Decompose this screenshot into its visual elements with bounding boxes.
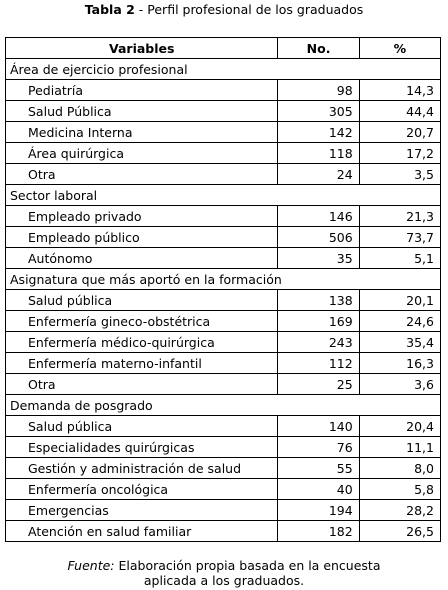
row-label: Gestión y administración de salud	[4, 457, 279, 479]
row-label: Especialidades quirúrgicas	[4, 436, 279, 458]
row-label: Salud pública	[4, 289, 279, 311]
row-percent: 24,6	[358, 310, 442, 332]
row-count: 98	[277, 79, 360, 101]
row-percent: 5,8	[358, 478, 442, 500]
row-percent: 20,4	[358, 415, 442, 437]
row-count: 194	[277, 499, 360, 521]
row-count: 55	[277, 457, 360, 479]
group-title: Sector laboral	[5, 184, 441, 206]
table-row: Enfermería gineco-obstétrica 169 24,6	[4, 310, 442, 332]
group-title: Asignatura que más aportó en la formació…	[5, 268, 441, 290]
group-title: Demanda de posgrado	[5, 394, 441, 416]
table-source: Fuente: Elaboración propia basada en la …	[0, 558, 448, 588]
row-percent: 73,7	[358, 226, 442, 248]
group-title: Área de ejercicio profesional	[5, 58, 441, 80]
row-percent: 44,4	[358, 100, 442, 122]
row-label: Otra	[4, 163, 279, 185]
table-row: Emergencias 194 28,2	[4, 499, 442, 521]
row-percent: 35,4	[358, 331, 442, 353]
row-percent: 20,1	[358, 289, 442, 311]
caption-label: Tabla 2	[84, 2, 135, 17]
table-row: Enfermería médico-quirúrgica 243 35,4	[4, 331, 442, 353]
row-percent: 16,3	[358, 352, 442, 374]
row-count: 118	[277, 142, 360, 164]
table-row: Enfermería oncológica 40 5,8	[4, 478, 442, 500]
row-label: Enfermería médico-quirúrgica	[4, 331, 279, 353]
row-count: 140	[277, 415, 360, 437]
row-label: Enfermería oncológica	[4, 478, 279, 500]
table-row: Pediatría 98 14,3	[4, 79, 442, 101]
table-row: Enfermería materno-infantil 112 16,3	[4, 352, 442, 374]
source-line-1: Fuente: Elaboración propia basada en la …	[0, 558, 448, 573]
group-row: Área de ejercicio profesional	[5, 58, 441, 80]
table-row: Medicina Interna 142 20,7	[4, 121, 442, 143]
table-row: Otra 25 3,6	[4, 373, 442, 395]
header-count: No.	[277, 37, 360, 59]
table-row: Especialidades quirúrgicas 76 11,1	[4, 436, 442, 458]
table-row: Autónomo 35 5,1	[4, 247, 442, 269]
row-percent: 20,7	[358, 121, 442, 143]
row-count: 506	[277, 226, 360, 248]
row-label: Salud pública	[4, 415, 279, 437]
table-row: Salud Pública 305 44,4	[4, 100, 442, 122]
table-row: Otra 24 3,5	[4, 163, 442, 185]
row-percent: 26,5	[358, 520, 442, 542]
table-row: Área quirúrgica 118 17,2	[4, 142, 442, 164]
row-label: Autónomo	[4, 247, 279, 269]
row-count: 146	[277, 205, 360, 227]
row-percent: 14,3	[358, 79, 442, 101]
row-percent: 3,5	[358, 163, 442, 185]
row-label: Área quirúrgica	[4, 142, 279, 164]
row-label: Otra	[4, 373, 279, 395]
row-count: 76	[277, 436, 360, 458]
row-count: 169	[277, 310, 360, 332]
table-row: Salud pública 140 20,4	[4, 415, 442, 437]
row-label: Pediatría	[4, 79, 279, 101]
table-header-row: Variables No. %	[4, 37, 442, 59]
row-percent: 11,1	[358, 436, 442, 458]
table-row: Salud pública 138 20,1	[4, 289, 442, 311]
row-percent: 5,1	[358, 247, 442, 269]
row-count: 25	[277, 373, 360, 395]
group-row: Asignatura que más aportó en la formació…	[5, 268, 441, 290]
table-row: Empleado público 506 73,7	[4, 226, 442, 248]
row-percent: 3,6	[358, 373, 442, 395]
row-percent: 28,2	[358, 499, 442, 521]
row-count: 243	[277, 331, 360, 353]
row-label: Empleado privado	[4, 205, 279, 227]
row-count: 24	[277, 163, 360, 185]
table-caption: Tabla 2 - Perfil profesional de los grad…	[0, 2, 448, 18]
row-count: 142	[277, 121, 360, 143]
row-label: Enfermería materno-infantil	[4, 352, 279, 374]
source-text-2: aplicada a los graduados.	[143, 573, 305, 588]
source-text-1: Elaboración propia basada en la encuesta	[114, 558, 381, 573]
row-percent: 17,2	[358, 142, 442, 164]
row-count: 182	[277, 520, 360, 542]
row-count: 35	[277, 247, 360, 269]
graduates-profile-table: Variables No. % Área de ejercicio profes…	[4, 37, 442, 542]
header-percent: %	[358, 37, 442, 59]
group-row: Demanda de posgrado	[5, 394, 441, 416]
group-row: Sector laboral	[5, 184, 441, 206]
row-label: Medicina Interna	[4, 121, 279, 143]
row-label: Empleado público	[4, 226, 279, 248]
row-label: Enfermería gineco-obstétrica	[4, 310, 279, 332]
row-label: Emergencias	[4, 499, 279, 521]
row-percent: 21,3	[358, 205, 442, 227]
row-label: Salud Pública	[4, 100, 279, 122]
table-row: Empleado privado 146 21,3	[4, 205, 442, 227]
row-count: 40	[277, 478, 360, 500]
row-count: 138	[277, 289, 360, 311]
row-percent: 8,0	[358, 457, 442, 479]
table-body: Área de ejercicio profesional Pediatría 98…	[4, 58, 442, 542]
header-variables: Variables	[4, 37, 279, 59]
source-label: Fuente:	[67, 558, 115, 573]
table-row: Gestión y administración de salud 55 8,0	[4, 457, 442, 479]
table-row: Atención en salud familiar 182 26,5	[4, 520, 442, 542]
row-count: 112	[277, 352, 360, 374]
row-label: Atención en salud familiar	[4, 520, 279, 542]
row-count: 305	[277, 100, 360, 122]
caption-text: - Perfil profesional de los graduados	[134, 2, 364, 17]
